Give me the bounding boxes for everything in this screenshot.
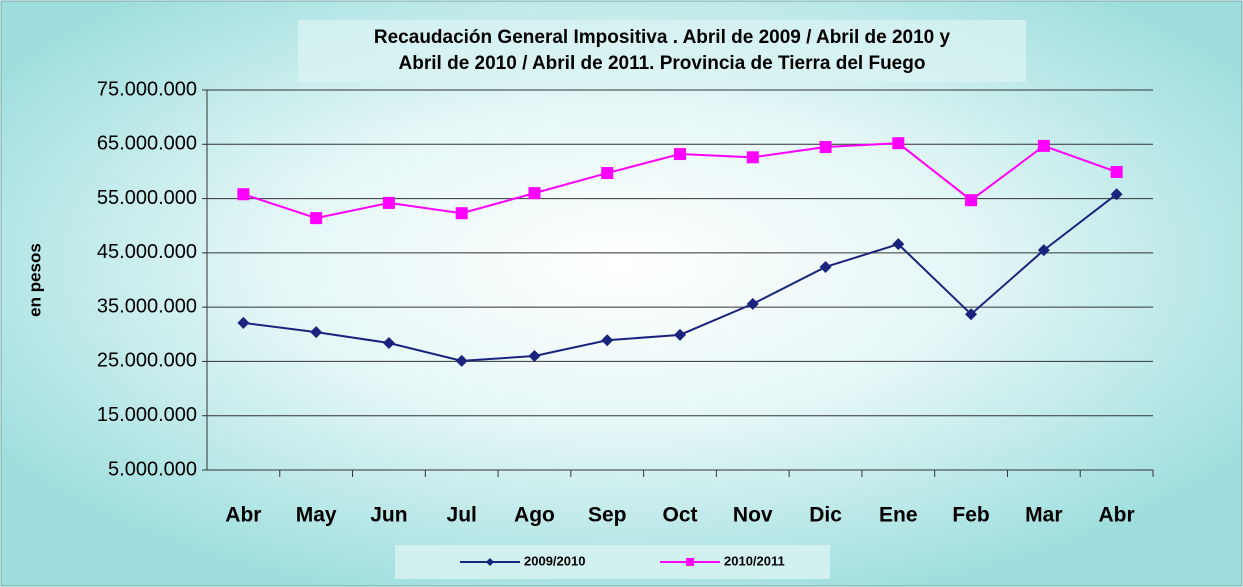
- data-point: [746, 151, 759, 164]
- x-tick-label: Dic: [809, 504, 842, 527]
- data-point: [1037, 244, 1050, 257]
- data-point: [528, 350, 541, 362]
- data-point: [746, 297, 759, 310]
- y-tick-label: 55.000.000: [97, 187, 197, 209]
- data-point: [965, 194, 978, 207]
- data-point: [601, 167, 614, 180]
- x-tick-label: May: [296, 504, 337, 527]
- y-tick-label: 75.000.000: [97, 78, 197, 100]
- legend-label: 2009/2010: [524, 553, 585, 568]
- data-point: [310, 212, 323, 225]
- chart-title: Abril de 2010 / Abril de 2011. Provincia…: [399, 53, 926, 74]
- y-tick-label: 65.000.000: [97, 133, 197, 155]
- data-point: [310, 326, 323, 339]
- data-point: [674, 328, 686, 341]
- x-tick-label: Ene: [879, 504, 918, 527]
- x-tick-label: Feb: [952, 504, 989, 527]
- y-tick-label: 25.000.000: [97, 350, 197, 372]
- data-point: [819, 141, 832, 153]
- y-tick-label: 15.000.000: [97, 404, 197, 426]
- data-point: [892, 137, 905, 150]
- data-point: [965, 308, 978, 321]
- data-point: [1037, 139, 1050, 152]
- data-point: [819, 260, 832, 273]
- x-tick-label: Jun: [370, 504, 407, 527]
- x-tick-label: Abr: [1099, 504, 1135, 527]
- data-point: [455, 207, 468, 220]
- y-tick-label: 45.000.000: [97, 241, 197, 263]
- legend-marker: [486, 558, 494, 566]
- y-tick-label: 5.000.000: [108, 458, 197, 480]
- x-tick-label: Abr: [225, 504, 261, 527]
- x-tick-label: Nov: [733, 504, 773, 527]
- data-point: [455, 354, 468, 367]
- y-axis-label: en pesos: [25, 243, 44, 317]
- data-point: [528, 187, 541, 200]
- x-tick-label: Jul: [447, 504, 477, 527]
- x-tick-label: Sep: [588, 504, 627, 527]
- x-tick-label: Mar: [1025, 504, 1062, 527]
- data-point: [237, 316, 250, 329]
- data-point: [674, 148, 686, 161]
- title-box: [298, 20, 1026, 82]
- legend-label: 2010/2011: [724, 553, 785, 568]
- x-tick-label: Ago: [514, 504, 555, 527]
- x-tick-label: Oct: [662, 504, 697, 527]
- chart-title: Recaudación General Impositiva . Abril d…: [374, 27, 951, 48]
- data-point: [892, 238, 905, 251]
- legend-marker: [686, 558, 694, 566]
- data-point: [601, 334, 614, 347]
- data-point: [382, 336, 395, 349]
- data-point: [382, 196, 395, 209]
- data-point: [1110, 188, 1123, 201]
- data-point: [237, 188, 250, 201]
- y-tick-label: 35.000.000: [97, 295, 197, 317]
- data-point: [1110, 165, 1123, 178]
